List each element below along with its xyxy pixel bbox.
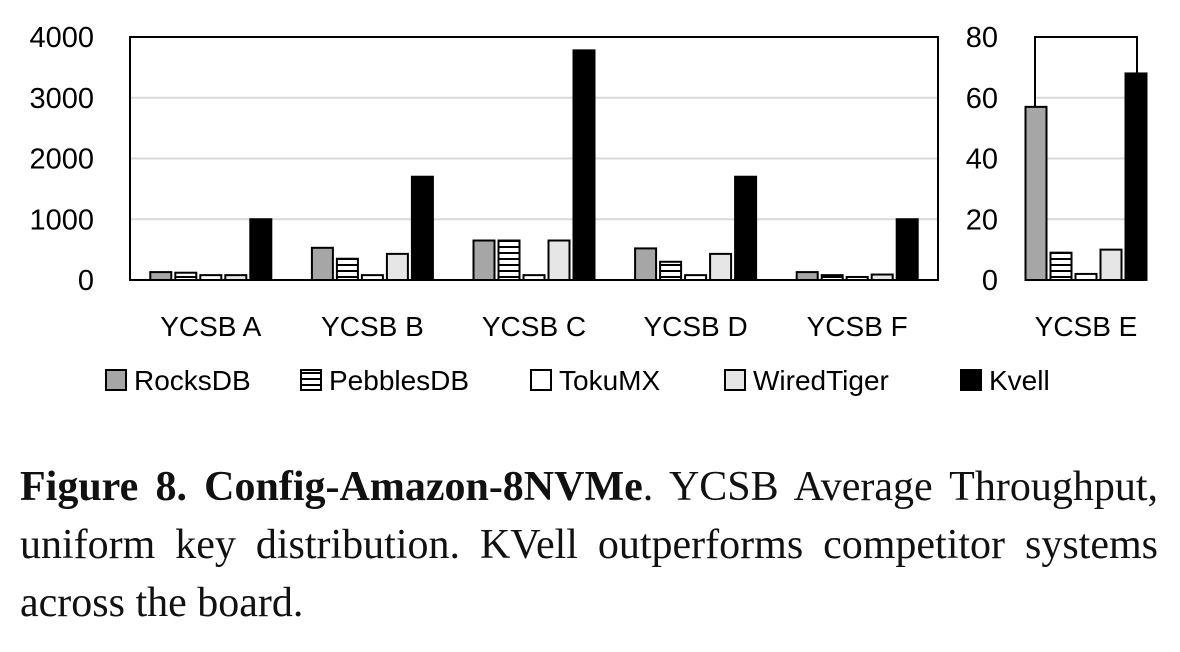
legend-item-rocksdb: RocksDB (105, 365, 251, 396)
legend-item-pebblesdb: PebblesDB (300, 365, 469, 396)
caption-label: Figure 8. Config-Amazon-8NVMe (20, 464, 643, 510)
legend-item-tokumx: TokuMX (530, 365, 660, 396)
bar-rocksdb-ycsb-c (472, 239, 496, 281)
bar-pebblesdb-ycsb-c (497, 239, 521, 281)
bar-rocksdb-ycsb-f (795, 271, 819, 282)
legend-swatch-pebblesdb (300, 369, 322, 391)
bar-pebblesdb-ycsb-b (335, 257, 359, 281)
legend-label-wiredtiger: WiredTiger (753, 365, 889, 396)
bar-wiredtiger-ycsb-d (709, 252, 733, 282)
y-tick-label: 20 (966, 204, 998, 236)
bar-pebblesdb-ycsb-e (1049, 251, 1073, 282)
y-tick-label: 0 (982, 265, 998, 297)
y-tick-label: 0 (78, 265, 94, 297)
category-label-ycsb-f: YCSB F (807, 311, 908, 342)
bar-kvell-ycsb-e (1124, 72, 1148, 281)
ycsb-e-gridlines (1035, 96, 1137, 221)
category-label-ycsb-d: YCSB D (643, 311, 747, 342)
legend-label-kvell: Kvell (989, 365, 1050, 396)
bar-wiredtiger-ycsb-c (547, 239, 571, 281)
bar-kvell-ycsb-d (734, 175, 758, 282)
caption-text: . YCSB Average Throughput, uniform key d… (20, 464, 1158, 626)
category-label-ycsb-e: YCSB E (1035, 311, 1138, 342)
ycsb-e-y-axis-ticks: 0 20 40 60 80 (966, 22, 998, 297)
bar-pebblesdb-ycsb-a (174, 271, 198, 281)
main-gridlines (130, 96, 938, 221)
legend-item-wiredtiger: WiredTiger (724, 365, 889, 396)
y-tick-label: 40 (966, 144, 998, 176)
y-tick-label: 4000 (29, 22, 94, 54)
ycsb-e-category-labels: YCSB E (1035, 311, 1138, 342)
y-tick-label: 3000 (29, 83, 94, 115)
figure-caption: Figure 8. Config-Amazon-8NVMe. YCSB Aver… (20, 458, 1158, 632)
y-tick-label: 80 (966, 22, 998, 54)
legend-label-tokumx: TokuMX (559, 365, 660, 396)
legend-swatch-tokumx (530, 369, 552, 391)
legend-swatch-rocksdb (105, 369, 127, 391)
legend-swatch-wiredtiger (724, 369, 746, 391)
bar-pebblesdb-ycsb-d (659, 260, 683, 281)
bar-rocksdb-ycsb-a (149, 271, 173, 282)
bar-wiredtiger-ycsb-b (385, 252, 409, 282)
bar-wiredtiger-ycsb-f (870, 273, 894, 282)
bar-rocksdb-ycsb-e (1024, 105, 1048, 281)
bar-kvell-ycsb-b (410, 175, 434, 282)
bar-wiredtiger-ycsb-a (224, 274, 248, 282)
legend-label-rocksdb: RocksDB (134, 365, 251, 396)
chart-legend: RocksDB PebblesDB TokuMX WiredTiger Kvell (105, 365, 1050, 396)
bar-tokumx-ycsb-c (522, 274, 546, 282)
category-label-ycsb-a: YCSB A (160, 311, 261, 342)
category-label-ycsb-b: YCSB B (321, 311, 424, 342)
bar-pebblesdb-ycsb-f (820, 274, 844, 282)
legend-item-kvell: Kvell (960, 365, 1050, 396)
legend-swatch-kvell (960, 369, 982, 391)
bar-tokumx-ycsb-b (360, 274, 384, 282)
bar-rocksdb-ycsb-d (634, 247, 658, 282)
legend-label-pebblesdb: PebblesDB (329, 365, 469, 396)
bar-tokumx-ycsb-d (684, 274, 708, 282)
main-bars (149, 49, 919, 282)
bar-kvell-ycsb-a (249, 218, 273, 281)
ycsb-e-bars (1024, 72, 1148, 282)
y-tick-label: 1000 (29, 204, 94, 236)
category-label-ycsb-c: YCSB C (482, 311, 586, 342)
y-tick-label: 2000 (29, 144, 94, 176)
main-category-labels: YCSB A YCSB B YCSB C YCSB D YCSB F (160, 311, 908, 342)
ycsb-e-chart-panel: 0 20 40 60 80 YCSB E (966, 22, 1148, 342)
y-tick-label: 60 (966, 83, 998, 115)
bar-tokumx-ycsb-a (199, 274, 223, 282)
bar-wiredtiger-ycsb-e (1099, 248, 1123, 281)
bar-tokumx-ycsb-e (1074, 272, 1098, 281)
main-y-axis-ticks: 0 1000 2000 3000 4000 (29, 22, 94, 297)
bar-tokumx-ycsb-f (845, 275, 869, 281)
bar-kvell-ycsb-c (572, 49, 596, 281)
bar-kvell-ycsb-f (895, 218, 919, 281)
bar-rocksdb-ycsb-b (310, 246, 334, 282)
